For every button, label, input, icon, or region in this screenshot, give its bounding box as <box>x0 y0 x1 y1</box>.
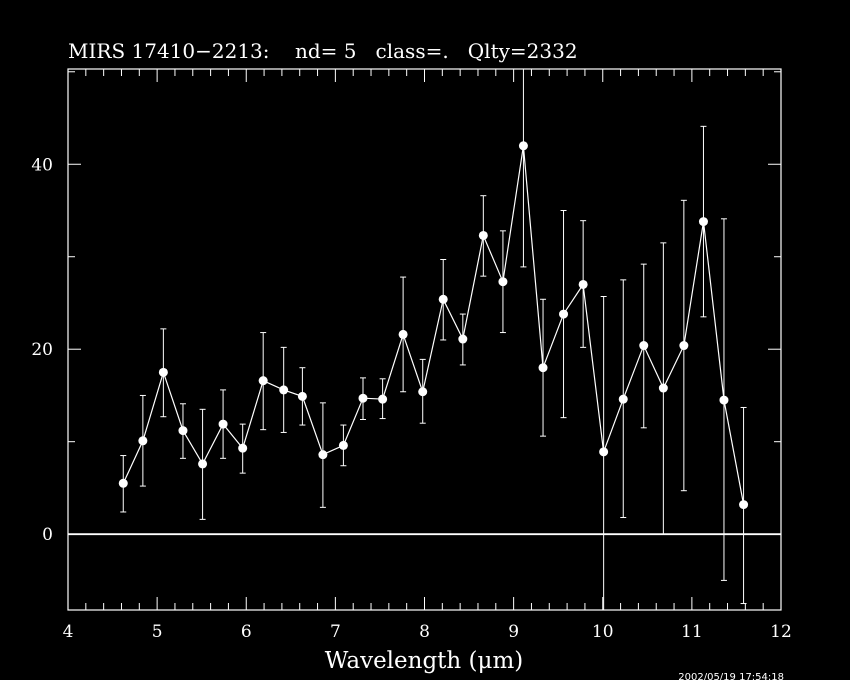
data-point <box>478 230 488 240</box>
x-tick-label: 5 <box>152 622 163 642</box>
x-tick-label: 12 <box>770 622 792 642</box>
data-point <box>559 309 569 319</box>
x-tick-label: 4 <box>63 622 74 642</box>
data-point <box>618 394 628 404</box>
data-point <box>458 334 468 344</box>
data-point <box>679 341 689 351</box>
data-point <box>218 419 228 429</box>
y-tick-label: 40 <box>31 155 53 175</box>
data-point <box>639 341 649 351</box>
data-point <box>599 447 609 457</box>
axis-tick-labels: 4 5 6 7 8 9 10 11 12 0 20 40 <box>31 155 791 642</box>
timestamp: 2002/05/19 17:54:18 <box>678 672 784 680</box>
data-point <box>318 450 328 460</box>
data-point <box>358 393 368 403</box>
data-point <box>297 391 307 401</box>
data-point <box>258 376 268 386</box>
data-point <box>719 395 729 405</box>
x-axis-label: Wavelength (μm) <box>325 648 524 674</box>
data-point <box>578 279 588 289</box>
data-point <box>739 500 749 510</box>
data-point <box>438 294 448 304</box>
data-point <box>138 436 148 446</box>
data-point <box>418 387 428 397</box>
error-bars <box>120 68 747 611</box>
y-tick-label: 20 <box>31 340 53 360</box>
data-point <box>118 478 128 488</box>
x-tick-label: 7 <box>330 622 341 642</box>
data-points <box>118 141 749 510</box>
data-point <box>279 385 289 395</box>
x-tick-label: 6 <box>241 622 252 642</box>
data-point <box>378 394 388 404</box>
data-point <box>658 383 668 393</box>
x-tick-label: 11 <box>681 622 703 642</box>
data-point <box>498 277 508 287</box>
x-tick-label: 9 <box>508 622 519 642</box>
chart-title: MIRS 17410−2213: nd= 5 class=. Qlty=2332 <box>68 39 578 63</box>
data-point <box>518 141 528 151</box>
data-point <box>538 363 548 373</box>
data-point <box>198 459 208 469</box>
axis-ticks <box>67 69 782 610</box>
data-point <box>338 440 348 450</box>
data-point <box>398 329 408 339</box>
data-point <box>158 367 168 377</box>
series-line <box>122 145 745 505</box>
x-tick-label: 10 <box>592 622 614 642</box>
plot-frame <box>67 68 782 611</box>
data-point <box>698 217 708 227</box>
x-tick-label: 8 <box>419 622 430 642</box>
data-point <box>178 426 188 436</box>
data-point <box>238 443 248 453</box>
y-tick-label: 0 <box>42 525 53 545</box>
